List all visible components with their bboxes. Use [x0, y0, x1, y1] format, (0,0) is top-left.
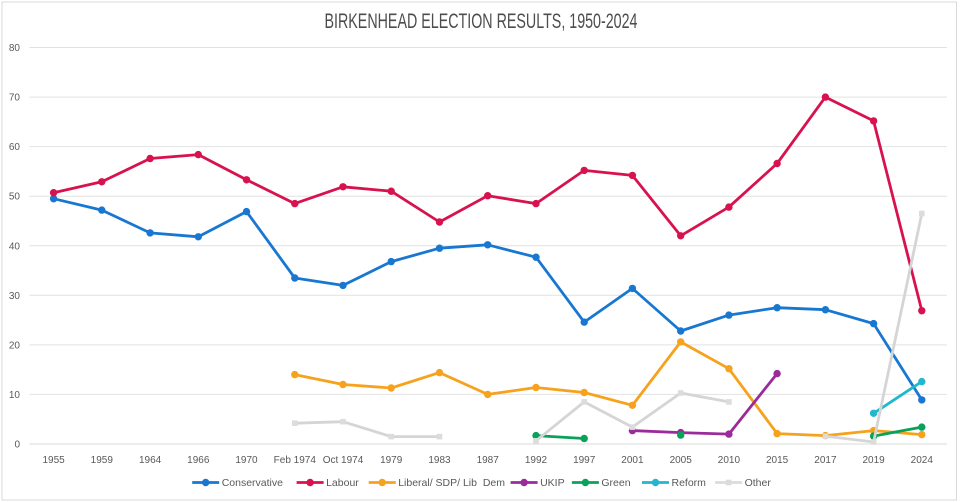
svg-text:1983: 1983	[428, 455, 451, 466]
svg-text:70: 70	[9, 93, 21, 104]
svg-text:2005: 2005	[670, 455, 693, 466]
svg-text:1955: 1955	[42, 455, 65, 466]
svg-text:0: 0	[14, 440, 20, 451]
svg-text:50: 50	[9, 192, 21, 203]
svg-text:2017: 2017	[814, 455, 837, 466]
svg-text:80: 80	[9, 43, 21, 54]
svg-text:Other: Other	[745, 477, 772, 489]
svg-text:2015: 2015	[766, 455, 789, 466]
svg-text:Oct 1974: Oct 1974	[323, 455, 364, 466]
svg-text:1997: 1997	[573, 455, 596, 466]
svg-text:2010: 2010	[718, 455, 741, 466]
svg-text:1992: 1992	[525, 455, 548, 466]
svg-text:BIRKENHEAD ELECTION RESULTS, 1: BIRKENHEAD ELECTION RESULTS, 1950-2024	[325, 10, 638, 33]
svg-text:2024: 2024	[911, 455, 934, 466]
svg-text:1987: 1987	[477, 455, 500, 466]
svg-text:60: 60	[9, 142, 21, 153]
svg-text:1979: 1979	[380, 455, 403, 466]
svg-text:1970: 1970	[235, 455, 258, 466]
svg-text:Liberal/ SDP/ Lib Dem: Liberal/ SDP/ Lib Dem	[398, 477, 505, 489]
svg-text:30: 30	[9, 291, 21, 302]
svg-text:2001: 2001	[621, 455, 644, 466]
svg-text:20: 20	[9, 340, 21, 351]
svg-text:1966: 1966	[187, 455, 210, 466]
svg-text:Green: Green	[601, 477, 630, 489]
svg-text:40: 40	[9, 241, 21, 252]
svg-text:10: 10	[9, 390, 21, 401]
svg-text:UKIP: UKIP	[540, 477, 565, 489]
svg-text:1959: 1959	[91, 455, 114, 466]
svg-text:2019: 2019	[862, 455, 885, 466]
svg-text:Conservative: Conservative	[222, 477, 283, 489]
svg-text:Labour: Labour	[326, 477, 359, 489]
svg-text:Feb 1974: Feb 1974	[274, 455, 317, 466]
svg-text:Reform: Reform	[672, 477, 707, 489]
svg-text:1964: 1964	[139, 455, 162, 466]
